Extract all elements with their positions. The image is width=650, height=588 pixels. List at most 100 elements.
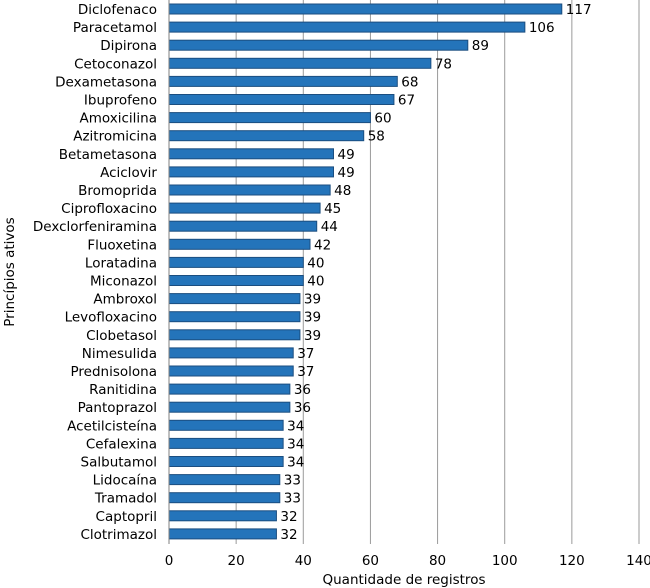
category-labels: Diclofenaco Paracetamol Dipirona Cetoconazo… [33, 2, 158, 543]
value-labels: 117 106 89 78 68 67 60 58 49 49 48 45 44 42 40 40 39 39 39… [280, 2, 591, 543]
value-label: 48 [334, 183, 351, 199]
bar [168, 347, 294, 359]
value-label: 40 [307, 255, 324, 271]
category-label: Salbutamol [81, 455, 157, 471]
x-tick-label: 40 [295, 553, 312, 569]
value-label: 117 [566, 2, 592, 18]
bar [168, 202, 321, 214]
value-label: 36 [294, 400, 311, 416]
value-label: 34 [287, 455, 304, 471]
x-tick-label: 120 [559, 553, 585, 569]
value-label: 32 [280, 509, 297, 525]
category-label: Tramadol [94, 491, 157, 507]
value-label: 37 [297, 364, 314, 380]
category-label: Clotrimazol [80, 527, 157, 543]
x-tick-label: 100 [492, 553, 518, 569]
bar [168, 419, 284, 431]
category-label: Bromoprida [78, 183, 157, 199]
category-label: Dipirona [100, 38, 157, 54]
y-axis-title: Princípios ativos [2, 217, 18, 326]
value-label: 49 [338, 165, 355, 181]
value-label: 58 [368, 129, 385, 145]
category-label: Miconazol [90, 274, 157, 290]
bars [168, 3, 563, 540]
category-label: Prednisolona [71, 364, 157, 380]
bar [168, 456, 284, 467]
value-label: 36 [294, 382, 311, 398]
x-tick-label: 60 [362, 553, 379, 569]
value-label: 67 [398, 93, 415, 109]
category-label: Cefalexina [86, 436, 157, 452]
category-label: Ibuprofeno [84, 93, 157, 109]
x-tick-label: 140 [626, 553, 650, 569]
category-label: Clobetasol [86, 328, 157, 344]
bar [168, 365, 294, 377]
category-label: Betametasona [59, 147, 157, 163]
bar [168, 148, 334, 160]
category-label: Ranitidina [89, 382, 157, 398]
x-tick-label: 20 [228, 553, 245, 569]
category-label: Ambroxol [93, 292, 157, 308]
bar [168, 21, 526, 33]
bar [168, 256, 304, 268]
category-label: Ciprofloxacino [61, 201, 157, 217]
bar [168, 329, 301, 341]
value-label: 39 [304, 328, 321, 344]
bar [168, 3, 563, 15]
category-label: Nimesulida [82, 346, 157, 362]
x-tick-labels: 0 20 40 60 80 100 120 140 [165, 553, 650, 569]
bar [168, 528, 277, 540]
category-label: Amoxicilina [80, 111, 157, 127]
value-label: 44 [321, 219, 338, 235]
value-label: 68 [401, 74, 418, 90]
category-label: Fluoxetina [87, 237, 157, 253]
value-label: 32 [280, 527, 297, 543]
bar [168, 437, 284, 449]
bar [168, 492, 281, 504]
bar [168, 293, 301, 305]
category-label: Azitromicina [73, 129, 157, 145]
category-label: Cetoconazol [74, 56, 157, 72]
bar [168, 220, 318, 232]
value-label: 40 [307, 274, 324, 290]
bar [168, 75, 398, 87]
gridlines [235, 0, 640, 544]
x-tick-label: 0 [165, 553, 174, 569]
category-label: Captopril [96, 509, 157, 525]
bar [168, 474, 281, 486]
x-tick-label: 80 [429, 553, 446, 569]
value-label: 78 [435, 56, 452, 72]
x-axis-title: Quantidade de registros [323, 572, 486, 588]
bar [168, 510, 277, 522]
value-label: 42 [314, 237, 331, 253]
category-label: Levofloxacino [65, 310, 157, 326]
category-label: Aciclovir [100, 165, 157, 181]
category-label: Loratadina [85, 255, 157, 271]
value-label: 106 [529, 20, 555, 36]
category-label: Dexclorfeniramina [33, 219, 157, 235]
category-label: Pantoprazol [78, 400, 157, 416]
value-label: 34 [287, 418, 304, 434]
category-label: Diclofenaco [78, 2, 157, 18]
bar [168, 401, 291, 413]
category-label: Dexametasona [55, 74, 157, 90]
bar [168, 130, 365, 142]
value-label: 39 [304, 310, 321, 326]
bar [168, 166, 334, 178]
value-label: 49 [338, 147, 355, 163]
bar [168, 238, 311, 250]
bar [168, 39, 469, 51]
bar [168, 311, 301, 323]
value-label: 60 [374, 111, 391, 127]
value-label: 33 [284, 473, 301, 489]
category-label: Lidocaína [93, 473, 157, 489]
value-label: 39 [304, 292, 321, 308]
value-label: 89 [472, 38, 489, 54]
category-label: Acetilcisteína [67, 418, 157, 434]
bar [168, 184, 331, 196]
value-label: 33 [284, 491, 301, 507]
bar [168, 383, 291, 395]
value-label: 37 [297, 346, 314, 362]
bar [168, 275, 304, 286]
